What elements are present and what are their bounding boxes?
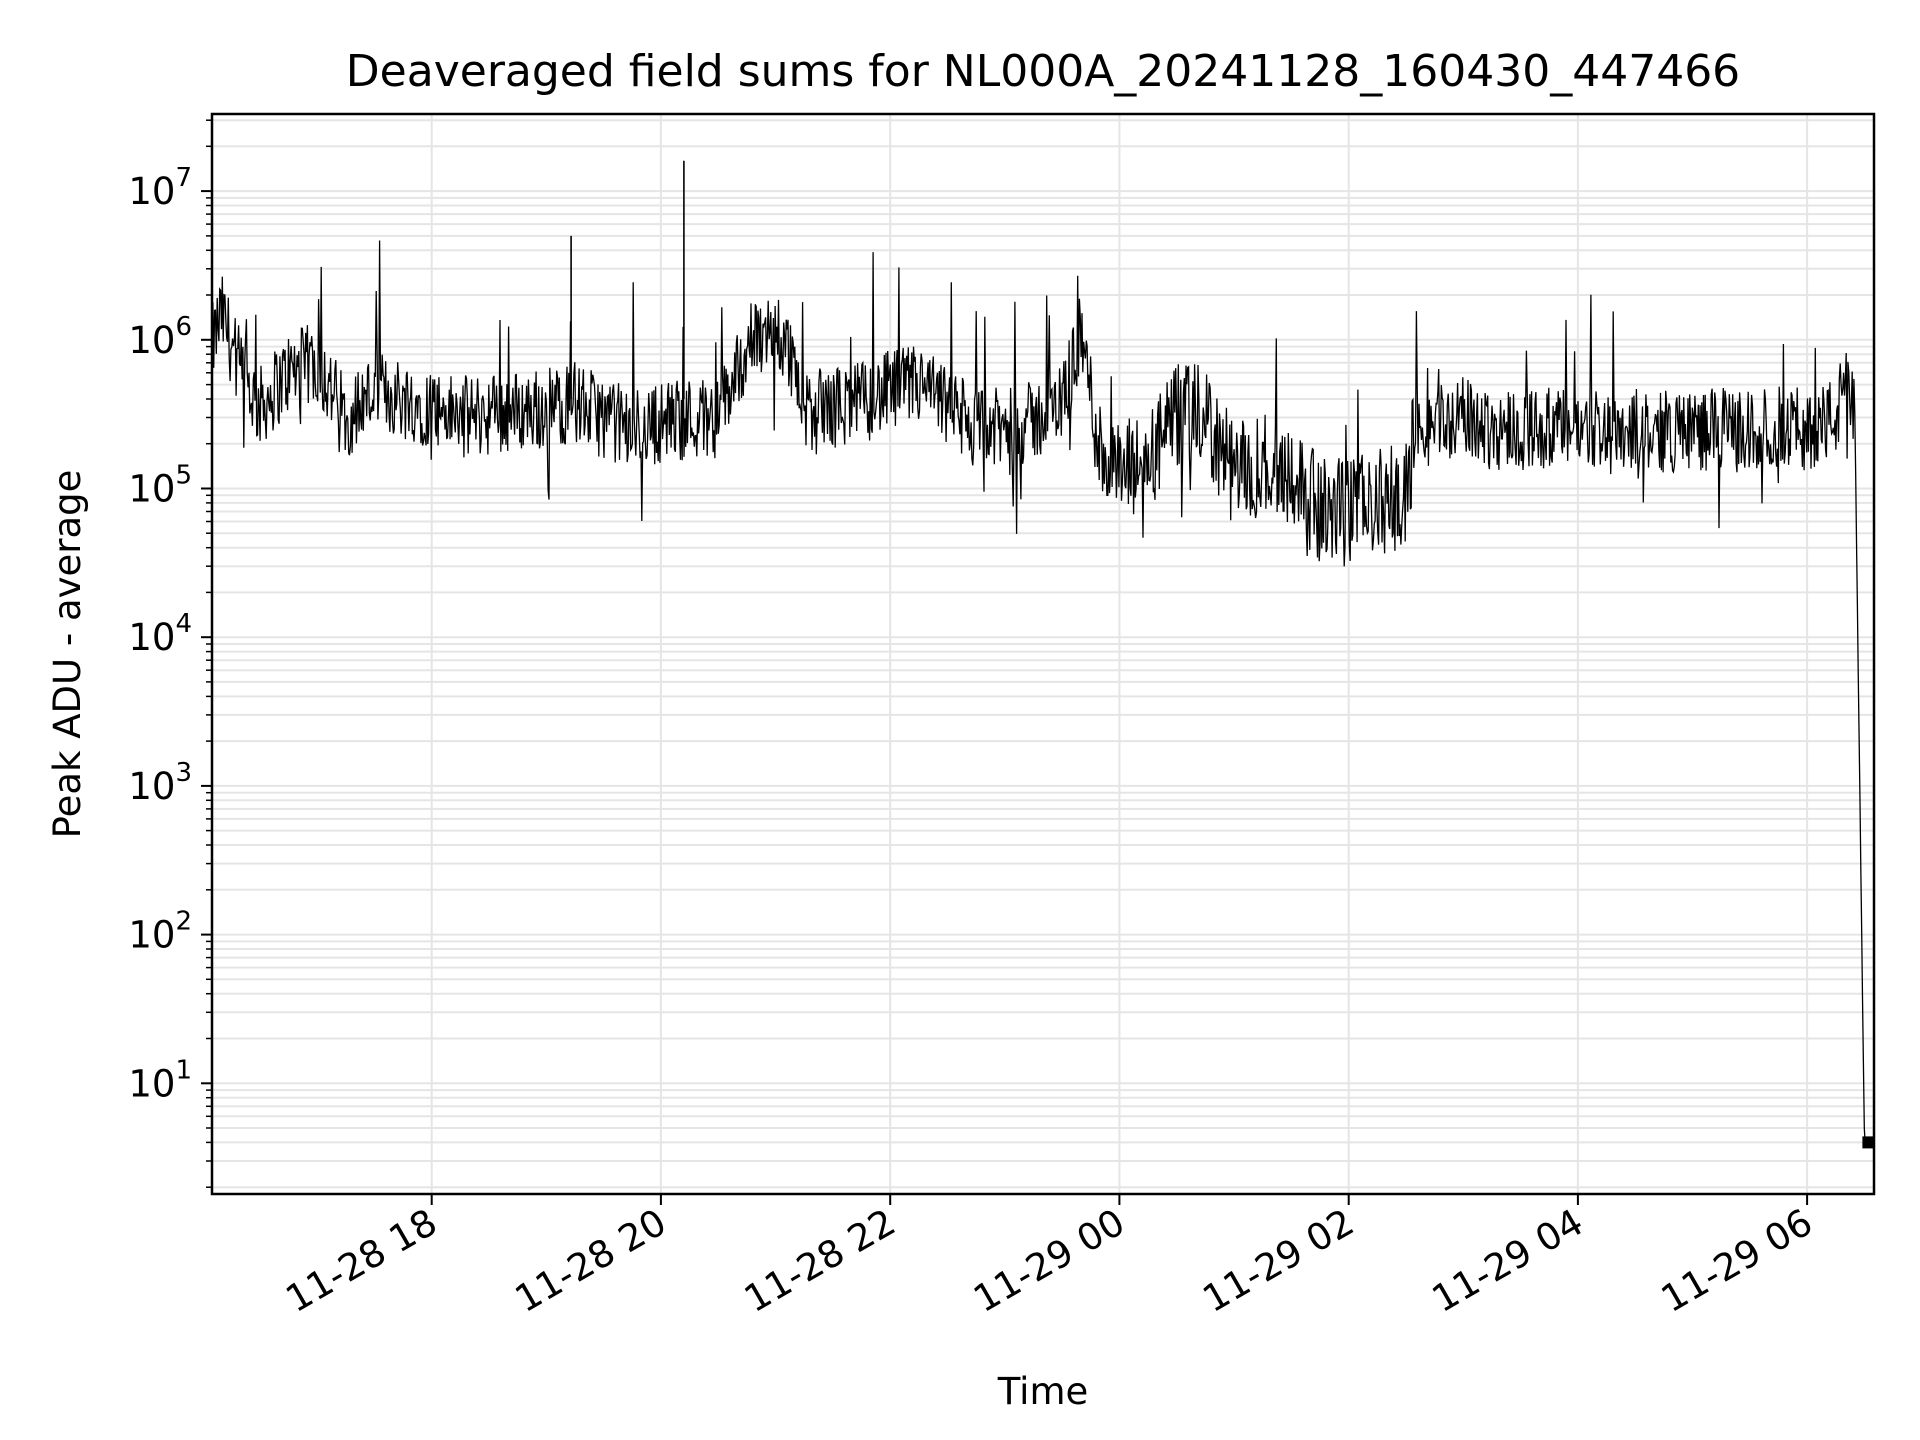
y-tick-label: 104: [128, 609, 192, 659]
series-path: [211, 240, 1874, 1144]
y-axis-label: Peak ADU - average: [46, 470, 89, 839]
grid: [212, 114, 1874, 1194]
plot-area-frame: [210, 112, 1876, 1196]
y-tick-label: 107: [128, 163, 192, 213]
y-tick-label: 105: [128, 461, 192, 511]
chart-title: Deaveraged field sums for NL000A_2024112…: [346, 46, 1740, 97]
x-axis-label: Time: [997, 1370, 1089, 1413]
series-line: [211, 160, 1874, 1149]
tail-marker: [1862, 1136, 1874, 1149]
